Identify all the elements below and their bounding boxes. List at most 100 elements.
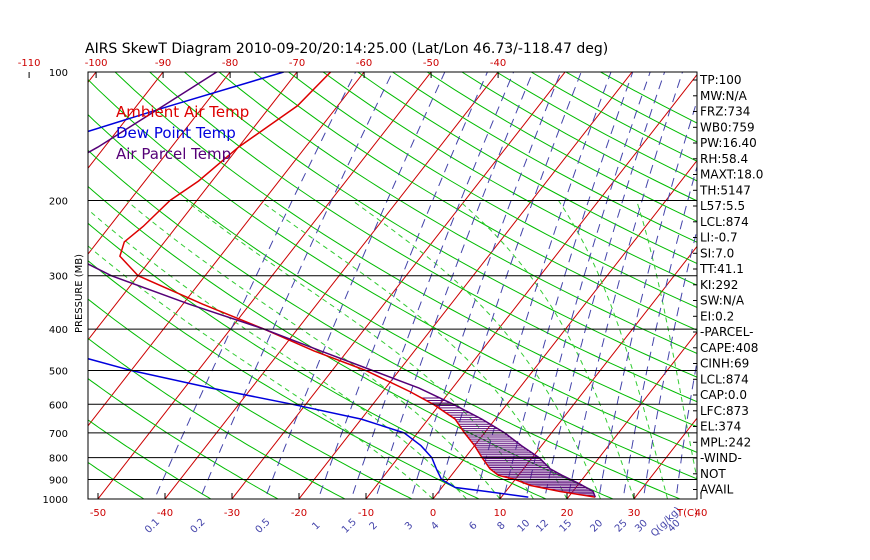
dry-adiabat-line <box>460 72 697 202</box>
mixing-ratio-label: 15 <box>558 518 575 535</box>
mixing-ratio-line <box>675 358 697 499</box>
dry-adiabat-line <box>88 260 481 499</box>
mixing-ratio-line <box>598 99 697 499</box>
top-temp-tick-label: -50 <box>423 58 439 69</box>
top-temp-tick-label: -100 <box>85 58 108 69</box>
index-entry: MPL:242 <box>700 435 751 449</box>
moist-adiabat-line <box>185 200 534 499</box>
pressure-tick-label: 700 <box>49 429 68 440</box>
isotherm-line <box>231 72 566 499</box>
dry-adiabat-line <box>88 377 279 499</box>
isotherm-line <box>761 53 870 509</box>
temp-tick-label: 40 <box>695 508 708 519</box>
top-temp-tick-label: -70 <box>289 58 305 69</box>
temp-tick-label: -30 <box>224 508 240 519</box>
temp-tick-label: -10 <box>358 508 374 519</box>
index-entry: LCL:874 <box>700 372 749 386</box>
dry-adiabat-line <box>391 72 697 243</box>
pressure-tick-label: 1000 <box>43 495 68 506</box>
dry-adiabat-line <box>148 72 697 403</box>
dry-adiabat-line <box>88 461 145 499</box>
moist-adiabat-line <box>88 208 467 499</box>
top-temp-tick-label: -60 <box>356 58 372 69</box>
y-axis-label: PRESSURE (MB) <box>74 254 85 333</box>
legend-dewpoint: Dew Point Temp <box>116 124 236 142</box>
mixing-ratio-line <box>436 72 582 499</box>
legend-ambient: Ambient Air Temp <box>116 103 249 121</box>
pressure-tick-label: 600 <box>49 400 68 411</box>
dry-adiabat-line <box>356 72 697 265</box>
index-entry: KI:292 <box>700 278 738 292</box>
pressure-levels <box>88 71 697 500</box>
top-temp-tick-label: -110 <box>18 58 41 69</box>
mixing-ratio-line <box>622 164 697 499</box>
moist-adiabat-line <box>88 245 434 499</box>
plot-border <box>87 71 698 500</box>
pressure-tick-label: 500 <box>49 367 68 378</box>
index-entry: CAPE:408 <box>700 341 758 355</box>
mixing-ratio-label: 2 <box>368 520 380 532</box>
mixing-ratio-label: 10 <box>516 518 533 535</box>
isotherm-line <box>298 72 633 499</box>
mixing-ratio-label: 0.1 <box>143 517 162 536</box>
mixing-ratio-line <box>317 72 488 499</box>
mixing-ratio-line <box>153 72 357 499</box>
index-entry: SI:7.0 <box>700 246 734 260</box>
dry-adiabat-line <box>88 114 697 480</box>
isotherm-line <box>499 245 697 499</box>
isotherm-line <box>566 331 697 499</box>
index-entry: MW:N/A <box>700 89 748 103</box>
pressure-tick-label: 100 <box>49 68 68 79</box>
dry-adiabat-line <box>88 298 414 499</box>
temp-tick-label: -40 <box>157 508 173 519</box>
temp-tick-label: 0 <box>430 508 436 519</box>
index-entry: MAXT:18.0 <box>700 168 763 182</box>
index-entry: CAP:0.0 <box>700 388 747 402</box>
isotherm-line <box>365 73 697 499</box>
isotherm-line <box>88 72 298 341</box>
index-entry: CINH:69 <box>700 357 749 371</box>
mixing-ratio-label: 6 <box>467 520 479 532</box>
pressure-tick-label: 200 <box>49 197 68 208</box>
isotherm-line <box>88 72 164 170</box>
mixing-ratio-label: 1.5 <box>340 517 359 536</box>
dry-adiabat-line <box>88 222 548 499</box>
dry-adiabat-line <box>253 72 697 331</box>
dry-adiabat-line <box>114 72 697 428</box>
index-entry: -WIND- <box>700 451 742 465</box>
mixing-ratio-label: 4 <box>429 520 441 532</box>
index-entry: TH:5147 <box>699 183 751 197</box>
index-entry: -PARCEL- <box>700 325 754 339</box>
legend: Ambient Air Temp Dew Point Temp Air Parc… <box>116 103 249 163</box>
dry-adiabat-line <box>218 72 697 354</box>
moist-adiabat-line <box>636 200 697 482</box>
isotherm-line <box>828 53 870 509</box>
index-entry: TP:100 <box>699 73 742 87</box>
dry-adiabat-line <box>322 72 697 286</box>
temp-tick-label: -50 <box>90 508 106 519</box>
mixing-ratio-line <box>410 72 562 499</box>
dry-adiabat-line <box>88 185 615 499</box>
index-entry: WB0:759 <box>700 120 755 134</box>
plot-frame <box>87 71 698 500</box>
mixing-ratio-label: 3 <box>403 520 415 532</box>
mixing-ratio-line <box>642 228 697 499</box>
mixing-ratio-line <box>474 72 612 499</box>
dry-adiabat-line <box>88 149 682 499</box>
index-entry: RH:58.4 <box>700 152 748 166</box>
isotherm-line <box>432 159 697 499</box>
isotherm-line <box>633 417 697 499</box>
temp-tick-label: 10 <box>494 508 507 519</box>
top-temp-tick-label: -80 <box>222 58 238 69</box>
temp-tick-label: 20 <box>561 508 574 519</box>
mixing-ratio-label: 30 <box>633 518 650 535</box>
index-entry: EI:0.2 <box>700 309 734 323</box>
index-entry: AVAIL <box>700 483 734 497</box>
mixing-ratio-label: 0.2 <box>189 517 208 536</box>
isotherm-line <box>88 72 231 255</box>
dry-adiabat-line <box>88 78 697 453</box>
index-entry: LCL:874 <box>700 215 749 229</box>
